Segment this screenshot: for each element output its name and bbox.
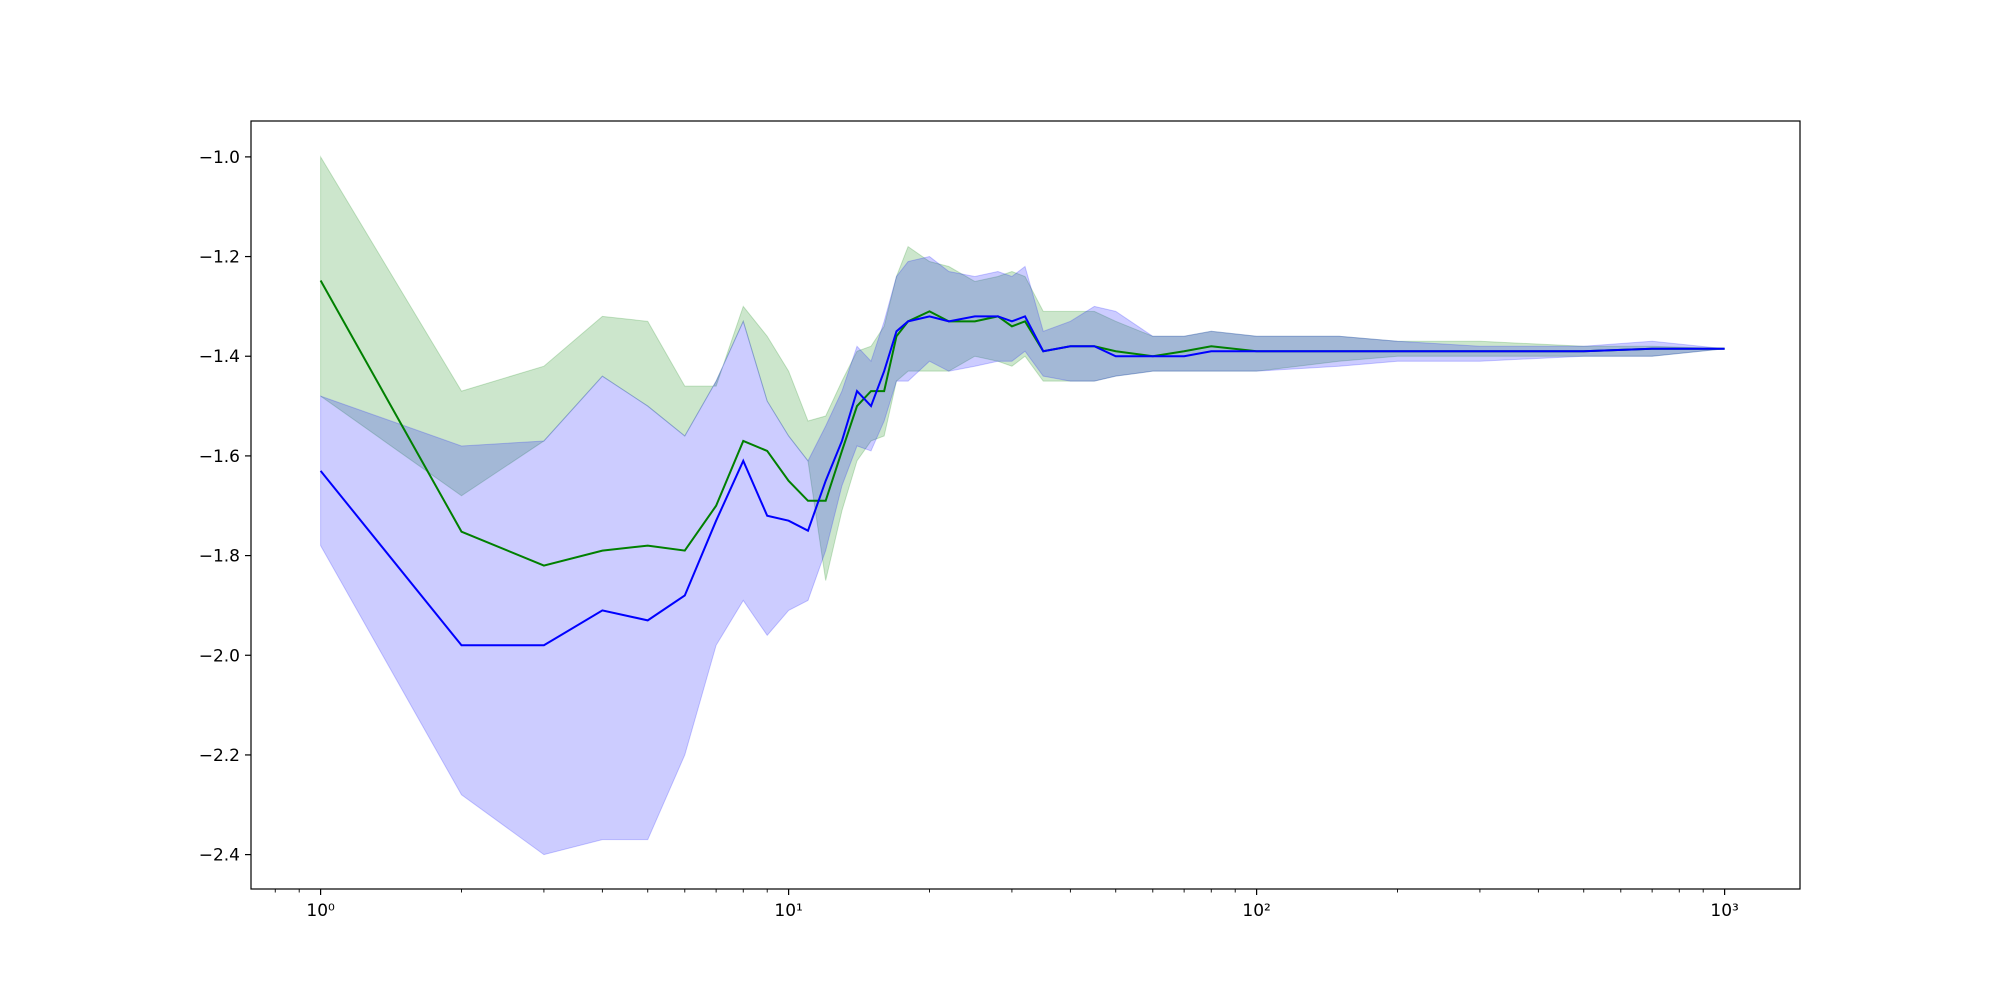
y-tick-label: −2.4 (199, 846, 240, 866)
y-tick-label: −2.2 (199, 746, 240, 766)
y-tick-label: −1.2 (199, 248, 240, 268)
x-tick-label: 10² (1242, 901, 1270, 921)
confidence-band (320, 155, 1725, 581)
y-tick-label: −1.6 (199, 447, 240, 467)
y-tick-label: −1.4 (199, 347, 240, 367)
y-tick-label: −1.8 (199, 547, 240, 567)
x-tick-label: 10¹ (774, 901, 802, 921)
y-tick-label: −2.0 (199, 646, 240, 666)
plot-frame (250, 120, 1801, 890)
x-tick-label: 10³ (1710, 901, 1738, 921)
confidence-band (320, 256, 1725, 856)
y-tick-label: −1.0 (199, 148, 240, 168)
x-tick-label: 10⁰ (306, 901, 335, 921)
mean-line (319, 315, 1725, 647)
